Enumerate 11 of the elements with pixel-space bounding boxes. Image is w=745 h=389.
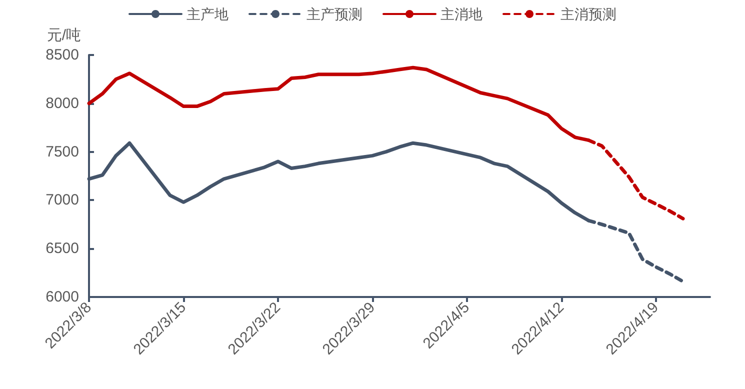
legend-label: 主产预测: [306, 6, 362, 22]
legend-label: 主产地: [186, 6, 228, 22]
legend-label: 主消地: [440, 6, 482, 22]
y-tick-label: 7500: [46, 143, 79, 160]
y-tick-label: 8500: [46, 46, 79, 64]
y-tick-label: 8000: [46, 94, 79, 112]
y-axis-title: 元/吨: [46, 27, 81, 44]
legend-label: 主消预测: [560, 6, 616, 22]
y-tick-label: 6000: [46, 288, 79, 306]
y-tick-label: 6500: [46, 240, 79, 258]
y-tick-label: 7000: [46, 192, 79, 209]
